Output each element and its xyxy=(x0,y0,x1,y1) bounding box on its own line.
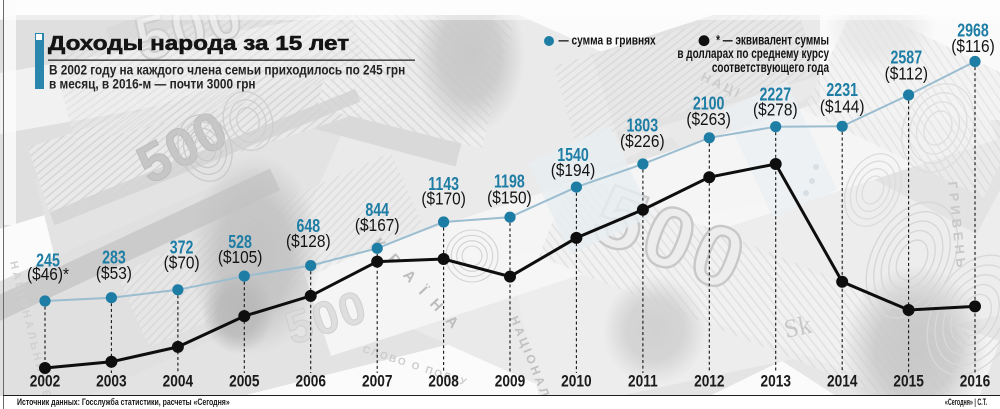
svg-text:245: 245 xyxy=(36,251,60,271)
svg-text:2008: 2008 xyxy=(428,372,458,390)
svg-text:Источник данных: Госслужба ста: Источник данных: Госслужба статистики, р… xyxy=(17,396,230,407)
svg-text:($53): ($53) xyxy=(96,263,132,283)
svg-text:528: 528 xyxy=(228,233,252,253)
svg-text:«Сегодня» | С.Т.: «Сегодня» | С.Т. xyxy=(945,397,987,408)
svg-text:в долларах по среднему курсу: в долларах по среднему курсу xyxy=(677,46,829,62)
svg-text:Доходы народа за 15 лет: Доходы народа за 15 лет xyxy=(48,32,349,54)
svg-text:2015: 2015 xyxy=(893,372,923,390)
svg-text:($278): ($278) xyxy=(753,99,798,119)
svg-text:2005: 2005 xyxy=(229,372,259,390)
svg-text:2010: 2010 xyxy=(561,372,591,390)
svg-text:283: 283 xyxy=(102,248,126,268)
svg-text:648: 648 xyxy=(296,216,320,236)
svg-text:соответствующего года: соответствующего года xyxy=(712,59,829,75)
svg-text:1143: 1143 xyxy=(428,174,459,194)
svg-text:2968: 2968 xyxy=(957,21,989,41)
svg-text:($112): ($112) xyxy=(885,63,928,83)
svg-text:($167): ($167) xyxy=(355,215,400,235)
svg-text:В 2002 году на каждого члена с: В 2002 году на каждого члена семьи прихо… xyxy=(49,61,405,77)
svg-text:844: 844 xyxy=(365,200,389,220)
svg-text:2009: 2009 xyxy=(495,372,525,390)
svg-text:2013: 2013 xyxy=(760,372,790,390)
svg-text:2011: 2011 xyxy=(628,372,658,390)
svg-text:Sk: Sk xyxy=(781,310,814,344)
svg-text:($70): ($70) xyxy=(164,252,200,272)
svg-text:2012: 2012 xyxy=(694,372,724,390)
svg-text:($105): ($105) xyxy=(218,247,263,267)
svg-text:($116): ($116) xyxy=(951,36,994,56)
svg-text:2227: 2227 xyxy=(760,85,792,105)
svg-text:($150): ($150) xyxy=(487,187,532,207)
svg-text:($194): ($194) xyxy=(551,160,596,180)
svg-text:2002: 2002 xyxy=(30,372,60,390)
svg-text:2014: 2014 xyxy=(827,372,858,390)
svg-text:2006: 2006 xyxy=(295,372,325,390)
svg-text:2007: 2007 xyxy=(362,372,392,390)
svg-text:2587: 2587 xyxy=(891,48,923,68)
svg-text:($263): ($263) xyxy=(686,109,731,129)
svg-text:($144): ($144) xyxy=(820,96,865,116)
svg-text:372: 372 xyxy=(170,238,194,258)
svg-text:($226): ($226) xyxy=(620,131,665,151)
svg-text:в месяц, в 2016-м — почти 3000: в месяц, в 2016-м — почти 3000 грн xyxy=(49,75,256,91)
svg-text:($46)*: ($46)* xyxy=(27,264,69,284)
svg-text:2003: 2003 xyxy=(96,372,126,390)
svg-text:2016: 2016 xyxy=(960,372,990,390)
svg-text:— сумма в гривнях: — сумма в гривнях xyxy=(559,33,657,48)
svg-text:2231: 2231 xyxy=(826,80,858,100)
svg-text:* — эквивалент суммы: * — эквивалент суммы xyxy=(716,32,829,48)
svg-text:2100: 2100 xyxy=(693,94,725,114)
svg-text:($128): ($128) xyxy=(286,231,331,251)
svg-text:2004: 2004 xyxy=(163,372,194,390)
svg-text:1198: 1198 xyxy=(494,172,525,192)
svg-text:1540: 1540 xyxy=(557,145,589,165)
svg-text:1803: 1803 xyxy=(627,116,659,136)
svg-text:($170): ($170) xyxy=(421,188,466,208)
